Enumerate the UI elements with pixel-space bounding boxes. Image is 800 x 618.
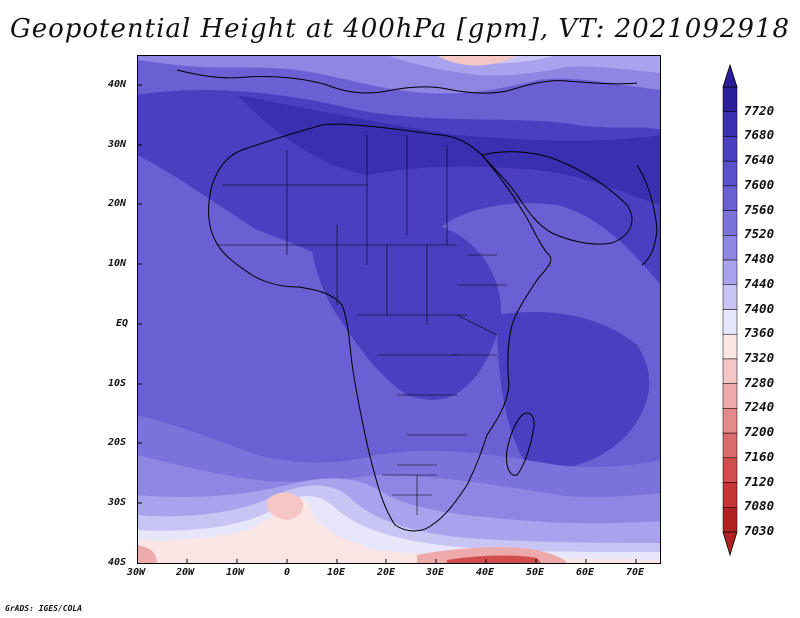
colorbar-label: 7280 [744, 374, 775, 390]
colorbar-swatch [722, 210, 738, 236]
colorbar-swatch [722, 358, 738, 384]
colorbar-label: 7720 [744, 102, 775, 118]
colorbar-swatch [722, 333, 738, 360]
border-sahel [217, 225, 457, 325]
field-7560-east [497, 311, 650, 469]
colorbar [722, 63, 738, 557]
lat-label-30n: 30N [108, 139, 127, 150]
border-n-africa [222, 135, 448, 265]
colorbar-top-arrow [722, 63, 738, 88]
map-title: Geopotential Height at 400hPa [gpm], VT:… [9, 14, 791, 44]
field-7600-central-africa [307, 195, 501, 400]
colorbar-label: 7030 [744, 523, 775, 538]
lon-label-50e: 50E [526, 567, 545, 578]
lon-label-30w: 30W [127, 567, 146, 578]
colorbar-swatch [722, 383, 738, 409]
lat-label-20s: 20S [108, 437, 127, 448]
lat-label-40n: 40N [108, 79, 127, 90]
colorbar-swatch [722, 136, 738, 162]
lat-label-10n: 10N [108, 258, 127, 269]
geopotential-map [137, 55, 661, 564]
field-7640-north [237, 95, 661, 205]
lon-label-20w: 20W [176, 567, 195, 578]
colorbar-bottom-arrow [722, 531, 738, 557]
field-7200-south [447, 555, 542, 564]
lon-label-60e: 60E [576, 567, 595, 578]
colorbar-label: 7440 [744, 275, 775, 291]
colorbar-swatch [722, 160, 738, 187]
colorbar-swatch [722, 259, 738, 286]
colorbar-label: 7160 [744, 448, 775, 464]
colorbar-label: 7120 [744, 473, 775, 489]
colorbar-label: 7400 [744, 300, 775, 316]
lon-label-20e: 20E [377, 567, 396, 578]
lon-label-10w: 10W [226, 567, 245, 578]
colorbar-label: 7240 [744, 399, 775, 415]
colorbar-swatch [722, 408, 738, 434]
field-7280-south-low [266, 492, 304, 520]
map-frame [137, 55, 661, 564]
field-7320-south [137, 498, 661, 564]
colorbar-label: 7680 [744, 127, 775, 143]
colorbar-label: 7480 [744, 251, 775, 267]
lon-label-40e: 40E [476, 567, 495, 578]
lat-label-10s: 10S [108, 378, 127, 389]
lat-label-20n: 20N [108, 198, 127, 209]
colorbar-label: 7360 [744, 325, 775, 341]
colorbar-label: 7600 [744, 176, 775, 192]
colorbar-swatch [722, 111, 738, 137]
colorbar-swatch [722, 235, 738, 261]
colorbar-swatch [722, 457, 738, 483]
colorbar-label: 7320 [744, 349, 775, 365]
colorbar-label: 7520 [744, 226, 775, 242]
field-7320-southwest [137, 545, 157, 564]
africa-coastline [208, 123, 552, 532]
colorbar-label: 7640 [744, 152, 775, 168]
colorbar-swatch [722, 482, 738, 508]
border-central [357, 314, 467, 466]
colorbar-label: 7080 [744, 498, 775, 514]
lon-label-10e: 10E [327, 567, 346, 578]
lat-label-eq: EQ [116, 318, 129, 329]
europe-coastline [176, 69, 638, 94]
footer-credit: GrADS: IGES/COLA [5, 604, 83, 613]
lon-label-0: 0 [284, 567, 291, 578]
colorbar-swatch [722, 432, 738, 459]
colorbar-swatch [722, 309, 738, 335]
border-east [452, 254, 507, 356]
lon-label-70e: 70E [626, 567, 645, 578]
lat-label-30s: 30S [108, 497, 127, 508]
colorbar-swatch [722, 284, 738, 310]
india-coastline [636, 164, 658, 266]
madagascar-coastline [506, 412, 535, 476]
colorbar-swatch [722, 86, 738, 112]
colorbar-label: 7200 [744, 424, 775, 440]
arabia-coastline [481, 151, 633, 245]
field-7320-blacksea [437, 55, 517, 66]
colorbar-swatch [722, 185, 738, 211]
field-7600-north [137, 90, 661, 285]
lon-label-30e: 30E [426, 567, 445, 578]
border-south [382, 474, 437, 515]
lat-label-40s: 40S [108, 557, 127, 568]
colorbar-swatch [722, 507, 738, 533]
colorbar-label: 7560 [744, 201, 775, 217]
